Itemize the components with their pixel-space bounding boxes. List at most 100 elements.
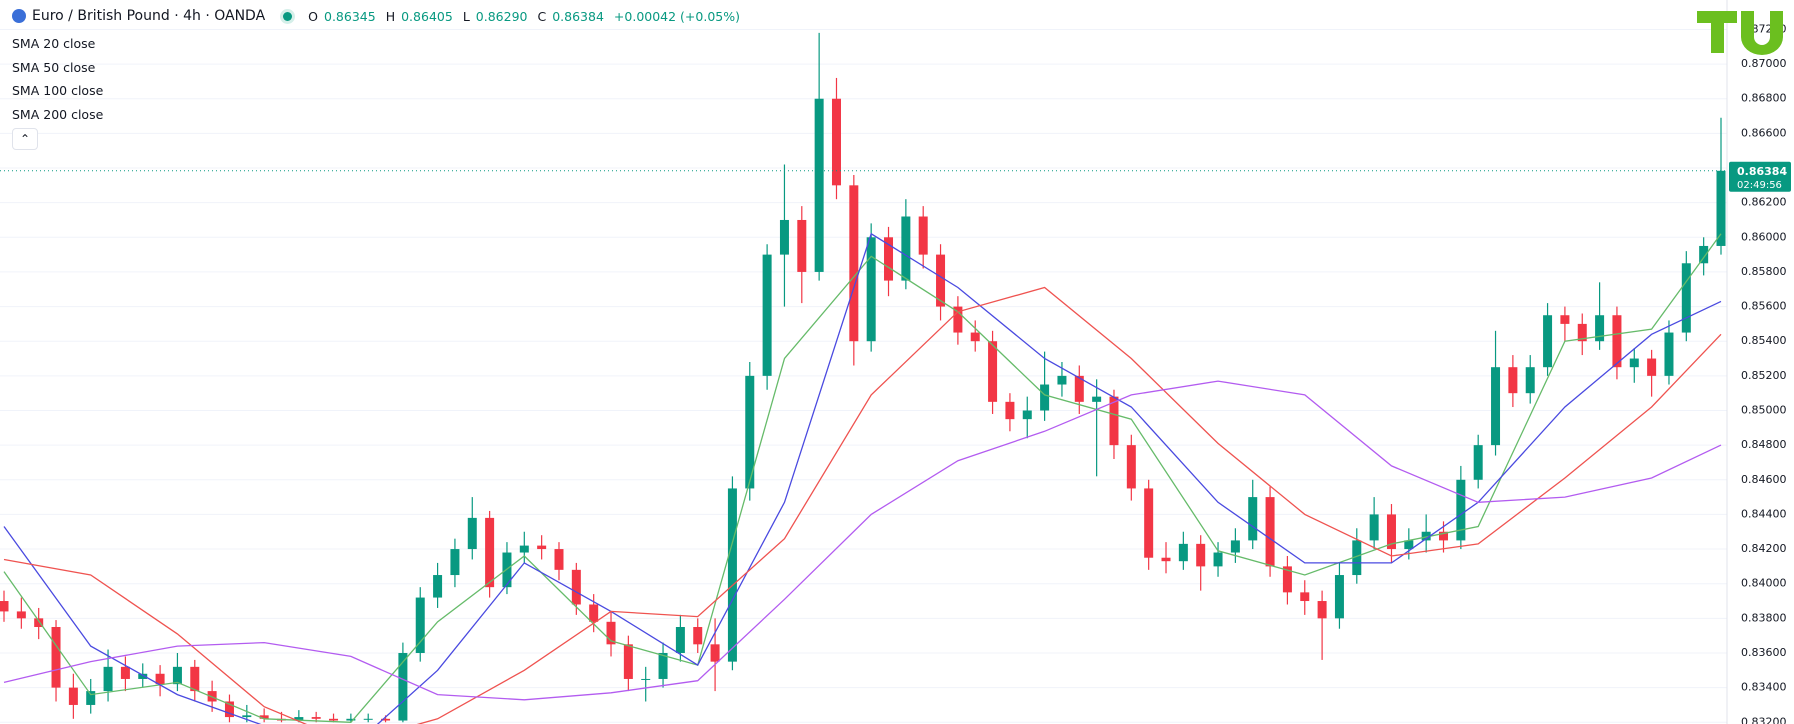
candle-body — [155, 673, 165, 685]
candle-body — [831, 98, 841, 186]
symbol-icon — [12, 9, 26, 23]
candle-body — [450, 549, 460, 576]
candle-body — [1300, 592, 1310, 602]
candle-body — [433, 575, 443, 598]
candle-body — [1629, 358, 1639, 368]
candle-body — [1265, 497, 1275, 567]
sma-line — [3, 232, 1722, 724]
candle-body — [1595, 315, 1605, 342]
y-tick-label: 0.86000 — [1741, 230, 1787, 243]
candle-body — [1196, 543, 1206, 567]
candle-body — [103, 666, 113, 692]
legend-entry[interactable]: SMA 20 close — [12, 36, 96, 51]
candle-body — [1178, 543, 1188, 562]
candle-body — [762, 254, 772, 376]
candle-body — [866, 237, 876, 342]
y-tick-label: 0.84000 — [1741, 577, 1787, 590]
ohlc-key: H — [385, 8, 396, 24]
candle-body — [675, 627, 685, 653]
candle-body — [814, 98, 824, 272]
candle-body — [1230, 540, 1240, 553]
sma-line — [3, 233, 1722, 723]
candle-body — [1716, 170, 1726, 246]
ohlc-key: O — [308, 8, 318, 24]
y-tick-label: 0.85800 — [1741, 265, 1787, 278]
collapse-button[interactable]: ⌃ — [12, 128, 38, 150]
y-tick-label: 0.83200 — [1741, 715, 1787, 724]
candle-body — [710, 644, 720, 662]
candle-body — [901, 216, 911, 281]
y-tick-label: 0.86600 — [1741, 126, 1787, 139]
candle-body — [537, 545, 547, 550]
ohlc-key: L — [462, 8, 470, 24]
candle-body — [970, 332, 980, 342]
candle-body — [658, 652, 668, 679]
y-tick-label: 0.85600 — [1741, 300, 1787, 313]
candle-body — [1681, 263, 1691, 333]
candle-body — [16, 611, 26, 619]
change: +0.00042 (+0.05%) — [613, 8, 740, 24]
candle-body — [1369, 514, 1379, 541]
candle-body — [1421, 531, 1431, 541]
candle-body — [1334, 575, 1344, 619]
candle-body — [138, 673, 148, 679]
y-tick-label: 0.85000 — [1741, 403, 1787, 416]
market-status — [283, 11, 293, 21]
indicator-legend: SMA 20 close SMA 50 close SMA 100 close … — [12, 32, 103, 126]
candle-body — [415, 597, 425, 653]
candle-body — [1404, 540, 1414, 550]
legend-entry[interactable]: SMA 50 close — [12, 59, 96, 75]
candle-body — [294, 717, 304, 721]
candle-body — [1525, 367, 1535, 394]
candle-body — [1699, 245, 1709, 264]
candle-body — [190, 666, 200, 692]
candle-body — [1074, 375, 1084, 402]
ohlc-value: 0.86405 — [401, 8, 453, 24]
candle-body — [797, 219, 807, 272]
candle-body — [1248, 497, 1258, 541]
candle-body — [571, 569, 581, 605]
candle-body — [727, 488, 737, 662]
candle-body — [86, 691, 96, 705]
candle-body — [485, 517, 495, 588]
symbol-title[interactable]: Euro / British Pound · 4h · OANDA — [32, 8, 266, 24]
candle-body — [953, 306, 963, 333]
ohlc-value: 0.86345 — [324, 8, 376, 24]
candle-body — [589, 604, 599, 622]
candle-body — [641, 678, 651, 680]
candle-body — [1161, 557, 1171, 562]
candle-body — [1612, 315, 1622, 368]
y-tick-label: 0.84600 — [1741, 473, 1787, 486]
candle-body — [519, 545, 529, 553]
y-tick-label: 0.87000 — [1741, 57, 1787, 70]
logo — [1697, 11, 1783, 55]
candle-body — [1456, 479, 1466, 541]
candle-body — [1040, 384, 1050, 411]
candle-body — [1109, 396, 1119, 446]
candle-body — [1577, 323, 1587, 342]
candle-body — [693, 627, 703, 645]
header: Euro / British Pound · 4h · OANDA O 0.863… — [12, 8, 744, 24]
candle-body — [68, 687, 78, 705]
candle-body — [606, 621, 616, 645]
legend-entry[interactable]: SMA 100 close — [12, 83, 104, 98]
candle-body — [1647, 358, 1657, 376]
legend-entry[interactable]: SMA 200 close — [12, 106, 104, 122]
candle-body — [120, 666, 130, 679]
y-tick-label: 0.83600 — [1741, 646, 1787, 659]
y-tick-label: 0.86200 — [1741, 196, 1787, 209]
price-label-box — [1729, 161, 1791, 192]
candle-body — [1126, 445, 1136, 489]
candle-body — [918, 216, 928, 255]
candle-body — [623, 644, 633, 679]
candle-body — [1508, 367, 1518, 394]
candle-body — [1022, 410, 1032, 420]
candle-body — [259, 715, 269, 719]
candle-body — [224, 701, 234, 718]
candle-body — [1352, 540, 1362, 576]
candle-body — [363, 718, 373, 720]
candle-body — [1005, 401, 1015, 420]
sma-line — [3, 286, 1722, 724]
